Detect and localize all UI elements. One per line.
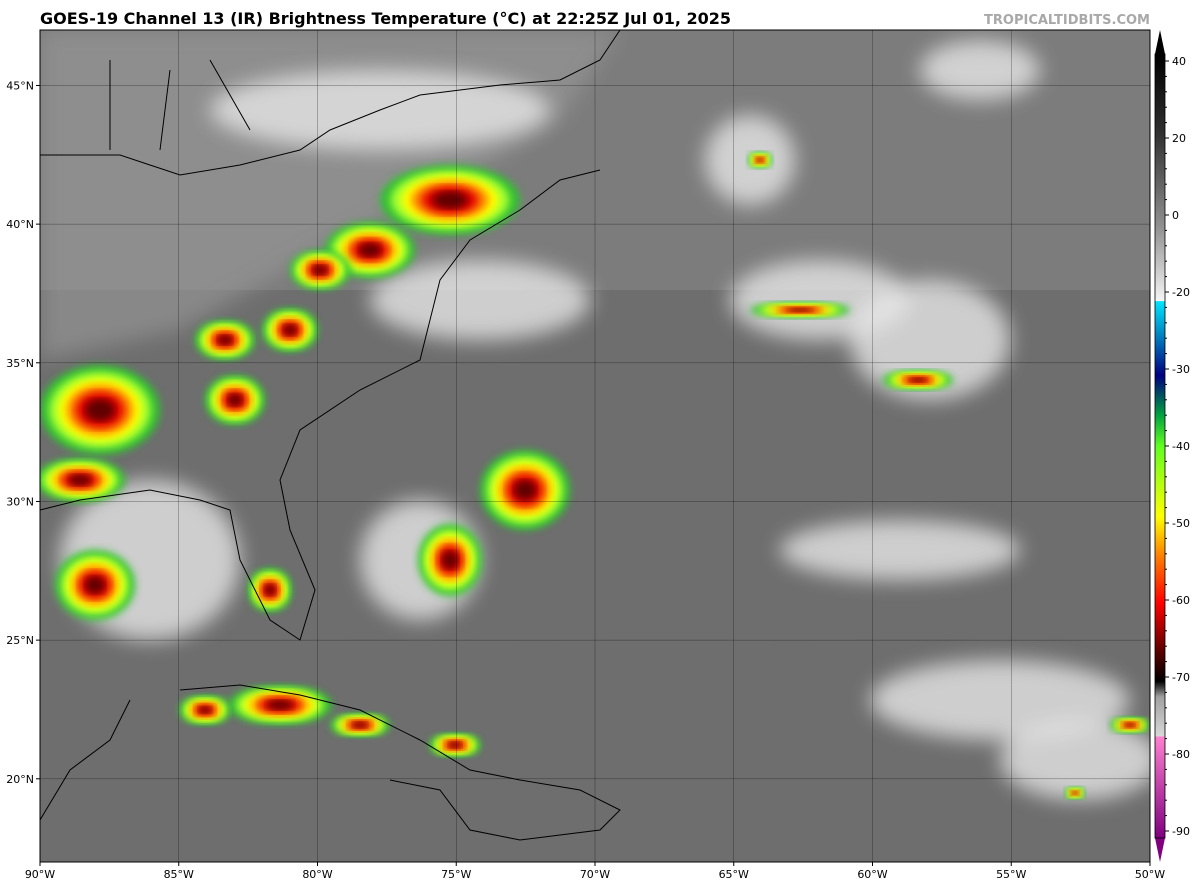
colorbar-tick-label: -20 [1172, 286, 1190, 299]
storm-cluster [312, 265, 328, 275]
storm-cluster [264, 584, 276, 596]
storm-cluster [442, 551, 458, 569]
storm-cluster [283, 324, 297, 336]
lon-tick-label: 75°W [441, 868, 471, 881]
lon-tick-label: 70°W [580, 868, 610, 881]
storm-cluster [1125, 723, 1135, 727]
lon-tick-label: 85°W [164, 868, 194, 881]
storm-cluster [432, 191, 468, 209]
colorbar-tick-label: -30 [1172, 363, 1190, 376]
lon-tick-label: 90°W [25, 868, 55, 881]
storm-cluster [68, 474, 92, 486]
lon-tick-label: 55°W [996, 868, 1026, 881]
colorbar-tick-label: -90 [1172, 825, 1190, 838]
colorbar-tick-label: -70 [1172, 671, 1190, 684]
cloud [370, 260, 590, 340]
lat-tick-label: 35°N [6, 357, 34, 370]
colorbar-tick-label: -40 [1172, 440, 1190, 453]
storm-cluster [198, 706, 212, 714]
cloud [730, 260, 910, 340]
storm-cluster [757, 158, 763, 162]
lon-tick-label: 60°W [857, 868, 887, 881]
storm-cluster [909, 377, 927, 383]
lat-tick-label: 45°N [6, 79, 34, 92]
colorbar: 40 20 0 -20 -30 -40 -50 -60 -70 -80 -90 [1154, 30, 1190, 862]
colorbar-tick-label: -80 [1172, 748, 1190, 761]
title: GOES-19 Channel 13 (IR) Brightness Tempe… [40, 9, 731, 28]
satellite-image [40, 30, 1150, 862]
storm-cluster [513, 480, 537, 500]
colorbar-tick-label: 20 [1172, 132, 1186, 145]
lon-tick-label: 50°W [1135, 868, 1165, 881]
storm-cluster [85, 576, 105, 594]
lon-tick-label: 65°W [719, 868, 749, 881]
cloud [1000, 720, 1150, 800]
lat-tick-label: 30°N [6, 495, 34, 508]
lat-tick-label: 25°N [6, 634, 34, 647]
storm-cluster [1072, 791, 1078, 795]
storm-cluster [227, 393, 243, 407]
lat-tick-label: 20°N [6, 773, 34, 786]
lon-tick-label: 80°W [302, 868, 332, 881]
storm-cluster [448, 742, 462, 748]
storm-cluster [787, 308, 813, 312]
colorbar-tick-label: 40 [1172, 55, 1186, 68]
cloud [920, 40, 1040, 100]
colorbar-tick-label: -60 [1172, 594, 1190, 607]
cloud [780, 520, 1020, 580]
watermark: TROPICALTIDBITS.COM [984, 13, 1150, 28]
storm-cluster [358, 243, 382, 257]
storm-cluster [352, 722, 368, 728]
storm-cluster [267, 700, 293, 710]
colorbar-tick-label: -50 [1172, 517, 1190, 530]
colorbar-tick-label: 0 [1172, 209, 1179, 222]
storm-cluster [85, 398, 115, 422]
lat-tick-label: 40°N [6, 218, 34, 231]
map-frame [39, 29, 1151, 863]
cloud [870, 660, 1130, 740]
storm-cluster [217, 335, 233, 345]
